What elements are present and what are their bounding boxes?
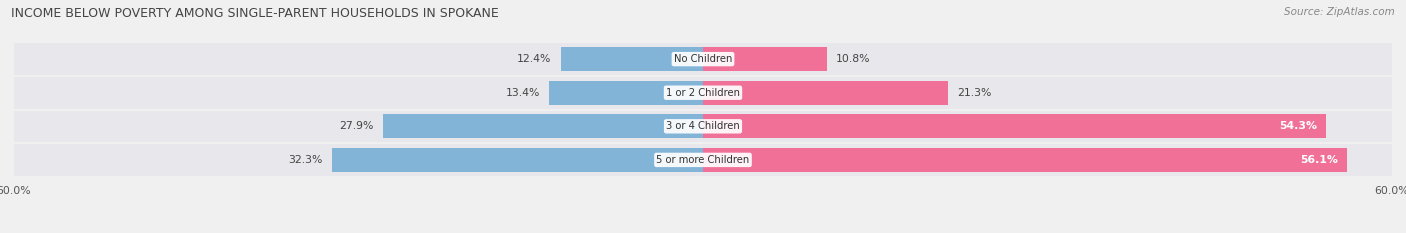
Bar bbox=[703, 43, 1392, 75]
Bar bbox=[550, 81, 703, 105]
Bar bbox=[703, 148, 1347, 172]
Text: 12.4%: 12.4% bbox=[517, 54, 551, 64]
Text: 5 or more Children: 5 or more Children bbox=[657, 155, 749, 165]
Bar bbox=[382, 114, 703, 138]
Text: Source: ZipAtlas.com: Source: ZipAtlas.com bbox=[1284, 7, 1395, 17]
Bar bbox=[14, 43, 703, 75]
Bar bbox=[703, 114, 1326, 138]
Text: INCOME BELOW POVERTY AMONG SINGLE-PARENT HOUSEHOLDS IN SPOKANE: INCOME BELOW POVERTY AMONG SINGLE-PARENT… bbox=[11, 7, 499, 20]
Text: 3 or 4 Children: 3 or 4 Children bbox=[666, 121, 740, 131]
Bar bbox=[561, 47, 703, 71]
Text: 32.3%: 32.3% bbox=[288, 155, 323, 165]
Bar bbox=[14, 110, 703, 143]
Bar bbox=[14, 76, 703, 109]
Text: 54.3%: 54.3% bbox=[1279, 121, 1317, 131]
Bar bbox=[14, 144, 703, 176]
Text: 56.1%: 56.1% bbox=[1301, 155, 1339, 165]
Bar bbox=[703, 144, 1392, 176]
Bar bbox=[703, 110, 1392, 143]
Bar bbox=[703, 76, 1392, 109]
Text: No Children: No Children bbox=[673, 54, 733, 64]
Text: 10.8%: 10.8% bbox=[837, 54, 870, 64]
Bar bbox=[703, 81, 948, 105]
Text: 27.9%: 27.9% bbox=[339, 121, 374, 131]
Bar bbox=[332, 148, 703, 172]
Text: 13.4%: 13.4% bbox=[506, 88, 540, 98]
Bar bbox=[703, 47, 827, 71]
Text: 21.3%: 21.3% bbox=[956, 88, 991, 98]
Text: 1 or 2 Children: 1 or 2 Children bbox=[666, 88, 740, 98]
